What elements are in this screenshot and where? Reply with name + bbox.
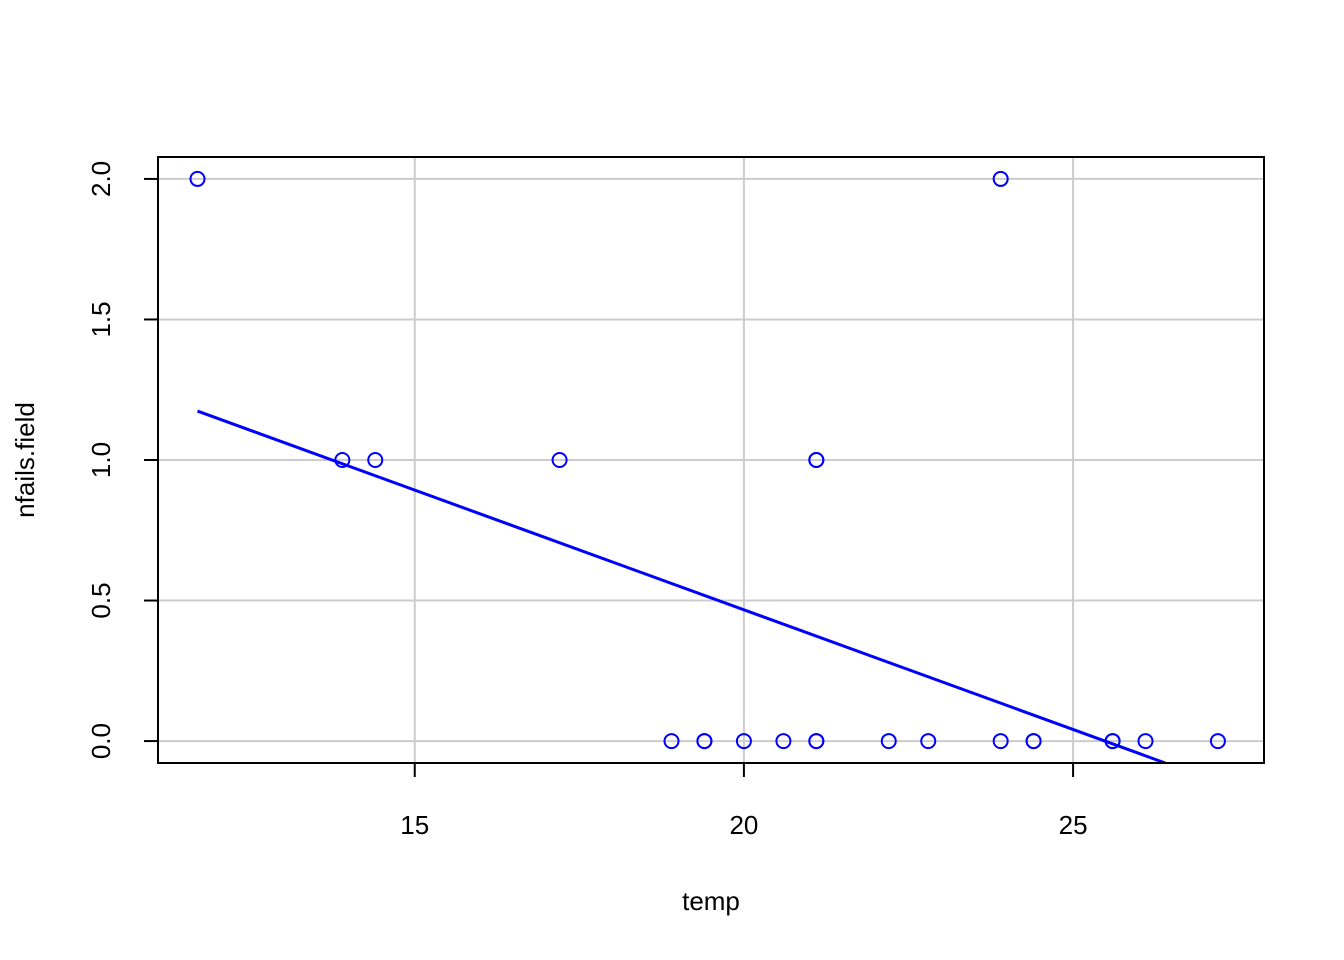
data-point (880, 733, 897, 750)
y-tick-label: 1.0 (86, 442, 116, 478)
data-point (696, 733, 713, 750)
data-points (189, 170, 1226, 750)
x-tick-label: 20 (729, 810, 758, 840)
y-tick-label: 0.0 (86, 723, 116, 759)
data-point (992, 733, 1009, 750)
data-point (920, 733, 937, 750)
data-point (1209, 733, 1226, 750)
data-point (189, 170, 206, 187)
x-axis: 15 20 25 (400, 763, 1088, 840)
y-tick-label: 1.5 (86, 301, 116, 337)
data-point (1104, 733, 1121, 750)
data-point (367, 452, 384, 468)
data-point (1137, 733, 1154, 750)
y-axis: 0.0 0.5 1.0 1.5 2.0 (86, 161, 158, 759)
data-point (735, 733, 752, 750)
regression-line-layer (196, 409, 1166, 763)
x-tick-label: 25 (1059, 810, 1088, 840)
data-point (808, 733, 825, 750)
y-tick-label: 2.0 (86, 161, 116, 197)
x-axis-title: temp (682, 886, 740, 916)
y-axis-title: nfails.field (10, 402, 40, 518)
grid (158, 157, 1264, 763)
data-point (775, 733, 792, 750)
data-point (663, 733, 680, 750)
data-point (551, 452, 568, 468)
data-point (1025, 733, 1042, 750)
y-tick-label: 0.5 (86, 582, 116, 618)
data-point (992, 170, 1009, 187)
regression-line (196, 409, 1166, 763)
x-tick-label: 15 (400, 810, 429, 840)
data-point (808, 452, 825, 468)
data-point (334, 452, 351, 468)
